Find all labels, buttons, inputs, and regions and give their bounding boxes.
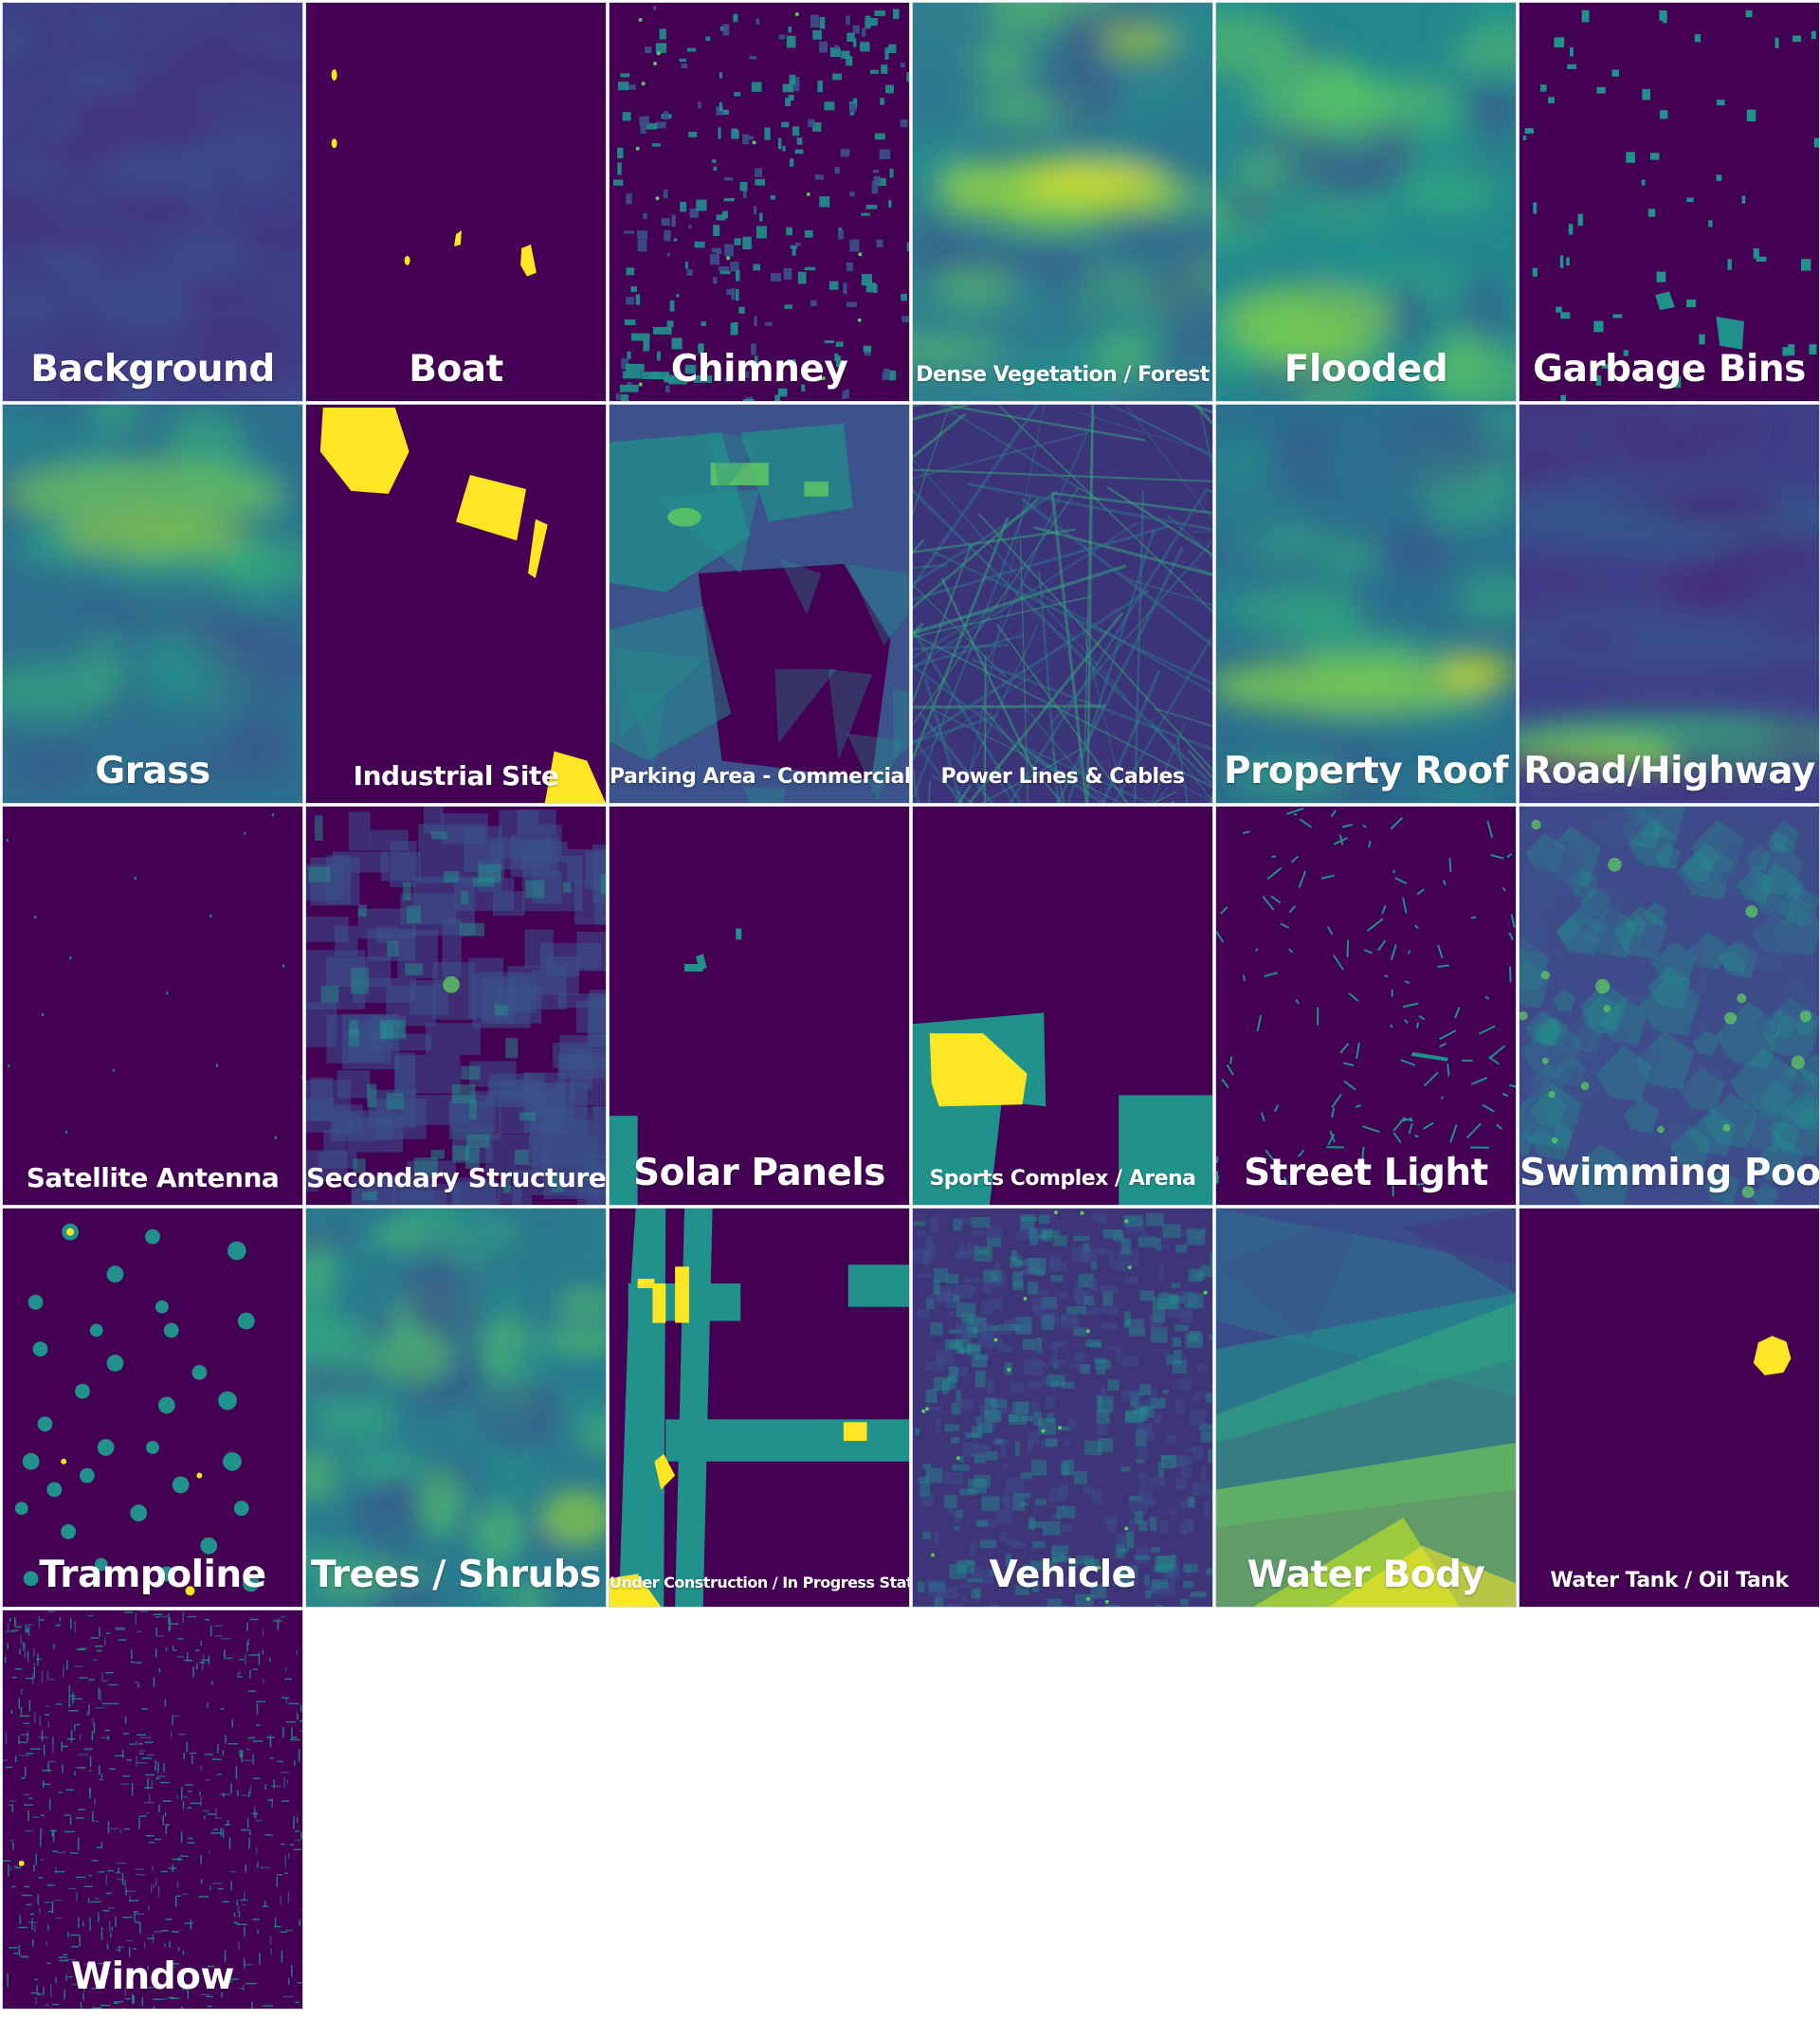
tile-label: Industrial Site: [353, 759, 559, 791]
mask-heatmap-image: [319, 407, 606, 803]
mask-heatmap-image: [913, 405, 1212, 803]
mask-tile-water-body: Water Body: [1215, 1208, 1517, 1608]
mask-tile-window: Window: [2, 1610, 303, 2010]
mask-tile-trees-shrubs: Trees / Shrubs: [305, 1208, 607, 1608]
mask-heatmap-image: [610, 405, 909, 803]
tile-label: Trees / Shrubs: [310, 1554, 602, 1597]
mask-tile-garbage-bins: Garbage Bins: [1519, 2, 1820, 402]
tile-label: Property Roof: [1224, 750, 1508, 793]
tile-label: Sports Complex / Arena: [929, 1166, 1196, 1191]
tile-label: Water Tank / Oil Tank: [1550, 1568, 1789, 1592]
tile-label: Parking Area - Commercial: [610, 764, 910, 789]
mask-tile-boat: Boat: [305, 2, 607, 402]
tile-label: Solar Panels: [632, 1152, 886, 1195]
mask-heatmap-image: [1216, 3, 1516, 401]
mask-heatmap-image: [1522, 9, 1819, 401]
mask-heatmap-image: [1520, 405, 1819, 803]
mask-heatmap-image: [306, 807, 606, 1205]
mask-tile-sports-complex-arena: Sports Complex / Arena: [912, 806, 1213, 1206]
tile-label: Water Body: [1247, 1554, 1485, 1597]
mask-heatmap-image: [913, 1209, 1212, 1607]
tile-label: Chimney: [670, 348, 848, 391]
mask-heatmap-image: [14, 1223, 260, 1596]
mask-tile-grass: Grass: [2, 404, 303, 804]
mask-tile-solar-panels: Solar Panels: [609, 806, 910, 1206]
mask-heatmap-image: [331, 69, 537, 277]
mask-tile-secondary-structure: Secondary Structure: [305, 806, 607, 1206]
mask-tile-flooded: Flooded: [1215, 2, 1517, 402]
mask-heatmap-image: [1216, 1209, 1516, 1607]
mask-tile-street-light: Street Light: [1215, 806, 1517, 1206]
mask-heatmap-image: [1216, 807, 1516, 1205]
mask-tile-under-construction-in-progress-status: Under Construction / In Progress Status: [609, 1208, 910, 1608]
mask-heatmap-image: [6, 813, 302, 1139]
mask-heatmap-image: [3, 405, 302, 803]
mask-tile-industrial-site: Industrial Site: [305, 404, 607, 804]
mask-tile-swimming-pool: Swimming Pool: [1519, 806, 1820, 1206]
tile-label: Trampoline: [39, 1554, 266, 1597]
mask-tile-dense-vegetation-forest: Dense Vegetation / Forest: [912, 2, 1213, 402]
tile-label: Background: [30, 348, 275, 391]
tile-label: Swimming Pool: [1520, 1152, 1820, 1195]
tile-label: Flooded: [1283, 348, 1448, 391]
mask-tile-chimney: Chimney: [609, 2, 910, 402]
mask-tile-background: Background: [2, 2, 303, 402]
tile-label: Vehicle: [989, 1554, 1137, 1597]
mask-tile-power-lines-cables: Power Lines & Cables: [912, 404, 1213, 804]
mask-heatmap-image: [306, 1209, 606, 1607]
mask-tile-parking-area-commercial: Parking Area - Commercial: [609, 404, 910, 804]
mask-tile-trampoline: Trampoline: [2, 1208, 303, 1608]
tile-label: Garbage Bins: [1533, 348, 1806, 391]
tile-label: Grass: [95, 750, 210, 793]
tile-label: Power Lines & Cables: [940, 764, 1185, 789]
mask-tile-water-tank-oil-tank: Water Tank / Oil Tank: [1519, 1208, 1820, 1608]
mask-tile-satellite-antenna: Satellite Antenna: [2, 806, 303, 1206]
mask-heatmap-image: [610, 1209, 909, 1607]
mask-heatmap-image: [1520, 807, 1819, 1205]
mask-tile-vehicle: Vehicle: [912, 1208, 1213, 1608]
tile-label: Secondary Structure: [306, 1161, 607, 1193]
mask-heatmap-image: [3, 1610, 302, 2009]
mask-heatmap-image: [913, 3, 1212, 401]
tile-label: Street Light: [1244, 1152, 1488, 1195]
mask-heatmap-image: [3, 3, 302, 401]
mask-tile-property-roof: Property Roof: [1215, 404, 1517, 804]
tile-label: Satellite Antenna: [26, 1161, 280, 1193]
mask-tile-road-highway: Road/Highway: [1519, 404, 1820, 804]
mask-heatmap-image: [1216, 405, 1516, 803]
mask-heatmap-image: [1753, 1336, 1792, 1375]
tile-label: Window: [71, 1955, 234, 1999]
mask-heatmap-image: [913, 1012, 1212, 1205]
tile-label: Under Construction / In Progress Status: [610, 1573, 910, 1592]
mask-heatmap-image: [612, 6, 909, 401]
mask-heatmap-image: [610, 928, 742, 1205]
tile-label: Road/Highway: [1523, 750, 1815, 793]
tile-label: Dense Vegetation / Forest: [916, 362, 1210, 387]
tile-label: Boat: [409, 348, 503, 391]
